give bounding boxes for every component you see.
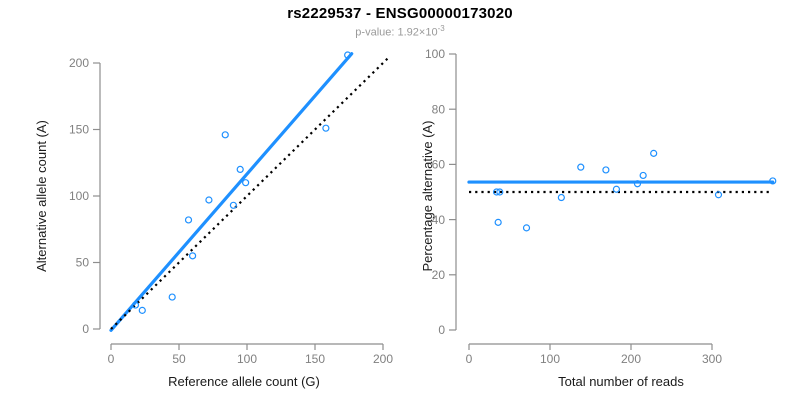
data-point <box>229 201 237 209</box>
x-tick-label: 50 <box>172 352 186 366</box>
x-tick-label: 100 <box>540 352 560 366</box>
data-point <box>184 216 193 224</box>
fit-line <box>109 52 354 332</box>
data-point <box>131 301 140 309</box>
x-axis-title: Reference allele count (G) <box>168 374 320 389</box>
y-tick-label: 0 <box>438 323 445 337</box>
identity-line <box>110 56 390 330</box>
y-tick-label: 20 <box>432 268 446 282</box>
data-point <box>492 188 501 196</box>
figure-subtitle: p-value: 1.92×10-3 <box>0 24 800 39</box>
x-tick-label: 200 <box>373 352 393 366</box>
data-point <box>602 166 610 174</box>
data-point <box>650 149 658 157</box>
y-axis-title: Percentage alternative (A) <box>420 120 435 271</box>
data-point <box>205 196 213 204</box>
x-tick-label: 200 <box>621 352 641 366</box>
p-value-exponent: -3 <box>437 24 445 33</box>
p-value-text: p-value: 1.92×10 <box>355 26 438 39</box>
x-tick-label: 0 <box>466 352 473 366</box>
data-point <box>496 188 504 196</box>
data-point <box>522 224 531 232</box>
figure-title: rs2229537 - ENSG00000173020 <box>287 5 513 22</box>
data-point <box>494 218 502 226</box>
y-tick-label: 200 <box>69 56 89 70</box>
y-tick-label: 60 <box>432 158 446 172</box>
data-point <box>769 177 777 185</box>
data-point <box>138 306 146 314</box>
x-tick-label: 300 <box>702 352 722 366</box>
y-axis-title: Alternative allele count (A) <box>34 120 49 272</box>
data-point <box>242 179 250 187</box>
data-point <box>714 191 723 199</box>
data-point <box>633 180 642 188</box>
y-tick-label: 80 <box>432 102 446 116</box>
y-tick-label: 100 <box>425 47 445 61</box>
data-point <box>322 124 330 132</box>
data-point <box>236 165 244 173</box>
data-point <box>639 171 647 180</box>
x-tick-label: 0 <box>108 352 115 366</box>
data-point <box>189 252 197 260</box>
data-point <box>557 193 565 202</box>
data-point <box>168 293 176 301</box>
y-tick-label: 0 <box>82 322 89 336</box>
data-point <box>344 51 352 59</box>
y-tick-label: 40 <box>432 213 446 227</box>
data-point <box>577 163 585 171</box>
y-tick-label: 50 <box>76 256 90 270</box>
x-tick-label: 150 <box>305 352 325 366</box>
y-tick-label: 100 <box>69 189 89 203</box>
data-point <box>612 185 621 193</box>
x-axis-title: Total number of reads <box>558 374 684 389</box>
data-point <box>221 131 229 139</box>
y-tick-label: 150 <box>69 123 89 137</box>
x-tick-label: 100 <box>237 352 257 366</box>
